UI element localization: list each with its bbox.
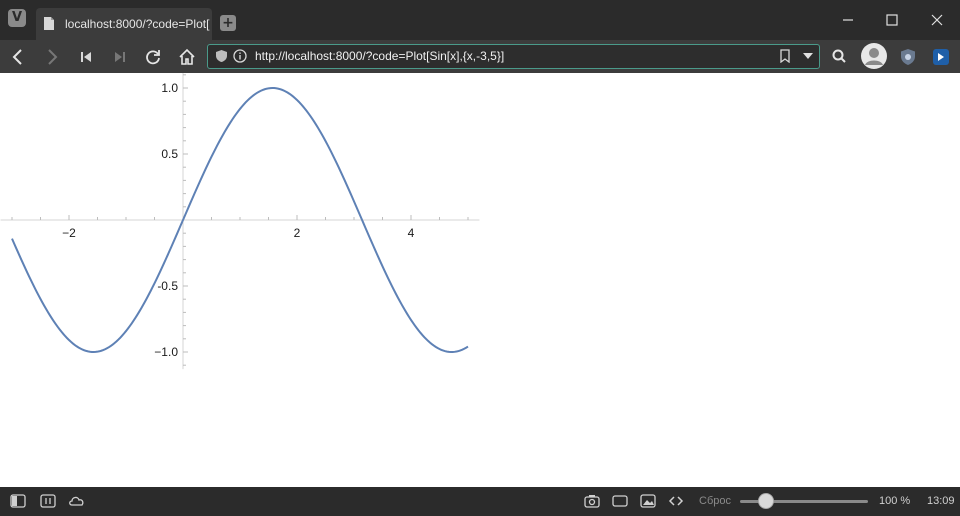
zoom-slider[interactable]: [740, 500, 868, 503]
chevron-down-icon[interactable]: [802, 51, 814, 61]
cloud-sync-icon[interactable]: [68, 494, 86, 508]
extension-icon[interactable]: [931, 47, 951, 67]
avatar[interactable]: [860, 42, 888, 70]
back-icon[interactable]: [8, 47, 28, 67]
document-icon: [44, 17, 54, 30]
y-tick-label: −1.0: [154, 345, 178, 359]
y-tick-label: 1.0: [161, 81, 178, 95]
y-tick-label: 0.5: [161, 147, 178, 161]
status-bar: Сброс 100 % 13:09: [0, 487, 960, 516]
url-text: http://localhost:8000/?code=Plot[Sin[x],…: [255, 49, 505, 63]
code-icon[interactable]: [668, 494, 684, 508]
bookmark-icon[interactable]: [779, 49, 791, 63]
zoom-slider-handle[interactable]: [758, 493, 774, 509]
address-bar[interactable]: http://localhost:8000/?code=Plot[Sin[x],…: [207, 44, 820, 69]
page-content: −2 2 4 1.0 0.5 -0.5 −1.0: [0, 73, 960, 487]
tab-title: localhost:8000/?code=Plot[: [65, 17, 210, 31]
zoom-level: 100 %: [879, 495, 911, 507]
home-icon[interactable]: [177, 47, 197, 67]
clock: 13:09: [927, 495, 955, 507]
x-tick-label: −2: [62, 226, 76, 240]
image-icon[interactable]: [640, 494, 656, 508]
reset-zoom-label[interactable]: Сброс: [699, 495, 731, 507]
y-tick-label: -0.5: [157, 279, 178, 293]
panel-toggle-icon[interactable]: [10, 494, 26, 508]
shield-icon[interactable]: [215, 49, 228, 63]
vivaldi-menu-icon[interactable]: V: [8, 9, 26, 27]
title-bar: V localhost:8000/?code=Plot[ +: [0, 0, 960, 40]
new-tab-button[interactable]: +: [220, 15, 236, 31]
forward-icon[interactable]: [42, 47, 62, 67]
x-tick-label: 4: [408, 226, 415, 240]
shield-extension-icon[interactable]: [898, 47, 918, 67]
reload-icon[interactable]: [143, 47, 163, 67]
tab-tiling-icon[interactable]: [40, 494, 56, 508]
info-icon[interactable]: [233, 49, 247, 63]
camera-icon[interactable]: [584, 494, 600, 508]
series-line: [11, 86, 469, 354]
search-icon[interactable]: [830, 47, 850, 67]
minimize-icon[interactable]: [833, 8, 863, 32]
page-tiling-icon[interactable]: [612, 494, 628, 508]
x-tick-label: 2: [294, 226, 301, 240]
sine-plot: −2 2 4 1.0 0.5 -0.5 −1.0: [0, 73, 480, 370]
maximize-icon[interactable]: [877, 8, 907, 32]
rewind-icon[interactable]: [76, 47, 96, 67]
fast-forward-icon[interactable]: [110, 47, 130, 67]
navigation-toolbar: http://localhost:8000/?code=Plot[Sin[x],…: [0, 40, 960, 73]
close-icon[interactable]: [922, 8, 952, 32]
browser-tab[interactable]: localhost:8000/?code=Plot[: [36, 8, 212, 40]
